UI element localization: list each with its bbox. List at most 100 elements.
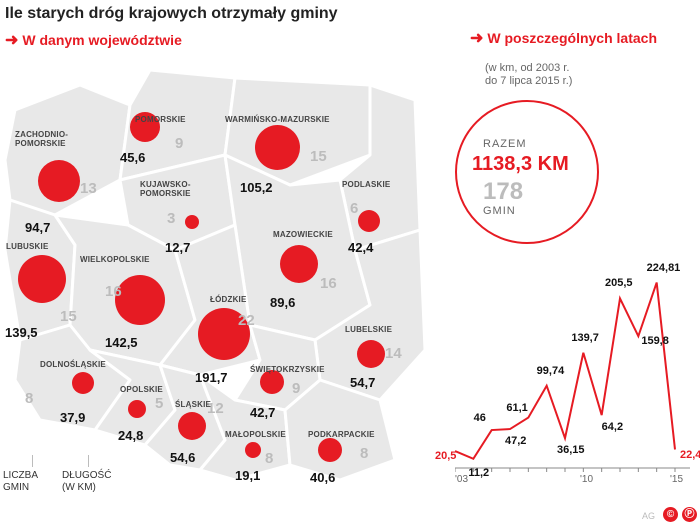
region-name: LUBUSKIE <box>6 242 49 251</box>
line-chart: '03'10'1520,511,24647,261,199,7436,15139… <box>455 270 690 490</box>
region-bubble <box>72 372 94 394</box>
region-name: MAZOWIECKIE <box>273 230 333 239</box>
region-km-value: 89,6 <box>270 295 295 310</box>
region-gmin-count: 5 <box>155 395 163 412</box>
region-bubble <box>178 412 206 440</box>
region-name: WARMIŃSKO-MAZURSKIE <box>225 115 330 124</box>
region-km-value: 45,6 <box>120 150 145 165</box>
region-name: PODKARPACKIE <box>308 430 375 439</box>
total-label: RAZEM <box>483 138 527 150</box>
legend-tick-km <box>88 455 89 467</box>
region-km-value: 19,1 <box>235 468 260 483</box>
region-bubble <box>18 255 66 303</box>
total-gmin: 178 <box>483 178 523 206</box>
region-km-value: 54,7 <box>350 375 375 390</box>
x-axis-year: '15 <box>670 474 683 485</box>
region-gmin-count: 22 <box>238 312 255 329</box>
x-axis-year: '03 <box>455 474 468 485</box>
line-chart-labels: '03'10'1520,511,24647,261,199,7436,15139… <box>455 270 690 490</box>
region-bubble <box>128 400 146 418</box>
line-point-label: 99,74 <box>537 365 565 377</box>
region-bubble <box>357 340 385 368</box>
region-name: OPOLSKIE <box>120 385 163 394</box>
line-point-label: 159,8 <box>641 335 669 347</box>
region-bubble <box>255 125 300 170</box>
paren-line1: (w km, od 2003 r. <box>485 62 569 74</box>
line-point-label: 11,2 <box>468 467 489 479</box>
region-gmin-count: 16 <box>320 275 337 292</box>
region-name: DOLNOŚLĄSKIE <box>40 360 106 369</box>
poland-map: ZACHODNIO-POMORSKIE 13 94,7 POMORSKIE 9 45,6 W… <box>0 50 440 480</box>
region-name: ŚLĄSKIE <box>175 400 211 409</box>
region-gmin-count: 9 <box>175 135 183 152</box>
region-bubble <box>318 438 342 462</box>
map-overlay: ZACHODNIO-POMORSKIE 13 94,7 POMORSKIE 9 45,6 W… <box>0 50 440 480</box>
paren-line2: do 7 lipca 2015 r.) <box>485 75 572 87</box>
region-gmin-count: 14 <box>385 345 402 362</box>
line-point-label: 46 <box>474 412 486 424</box>
region-bubble <box>358 210 380 232</box>
region-gmin-count: 9 <box>292 380 300 397</box>
region-gmin-count: 6 <box>350 200 358 217</box>
region-km-value: 54,6 <box>170 450 195 465</box>
subtitle-left-text: W danym województwie <box>22 32 181 48</box>
region-name: PODLASKIE <box>342 180 390 189</box>
copyright-c-icon: © <box>663 507 678 522</box>
x-axis-year: '10 <box>580 474 593 485</box>
region-name: MAŁOPOLSKIE <box>225 430 286 439</box>
copyright-p-icon: Ⓟ <box>682 507 697 522</box>
region-gmin-count: 12 <box>207 400 224 417</box>
region-name: WIELKOPOLSKIE <box>80 255 150 264</box>
region-name: LUBELSKIE <box>345 325 392 334</box>
subtitle-right-paren: (w km, od 2003 r. do 7 lipca 2015 r.) <box>485 62 572 88</box>
subtitle-right-text: W poszczególnych latach <box>487 30 657 46</box>
region-km-value: 105,2 <box>240 180 273 195</box>
region-km-value: 24,8 <box>118 428 143 443</box>
region-name: POMORSKIE <box>135 115 186 124</box>
arrow-icon: ➜ <box>470 31 483 47</box>
region-gmin-count: 15 <box>60 308 77 325</box>
region-km-value: 37,9 <box>60 410 85 425</box>
region-bubble <box>185 215 199 229</box>
region-name: ŁÓDZKIE <box>210 295 247 304</box>
region-name: ZACHODNIO-POMORSKIE <box>15 130 68 148</box>
line-point-label: 36,15 <box>557 444 585 456</box>
region-bubble <box>38 160 80 202</box>
region-name: ŚWIĘTOKRZYSKIE <box>250 365 325 374</box>
region-gmin-count: 13 <box>80 180 97 197</box>
region-bubble <box>280 245 318 283</box>
region-km-value: 42,4 <box>348 240 373 255</box>
line-point-label: 64,2 <box>602 421 623 433</box>
region-km-value: 139,5 <box>5 325 38 340</box>
legend-tick-gmin <box>32 455 33 467</box>
credit: AG <box>642 511 655 521</box>
region-gmin-count: 3 <box>167 210 175 227</box>
region-km-value: 94,7 <box>25 220 50 235</box>
total-km: 1138,3 KM <box>472 153 569 176</box>
legend-km-label: DŁUGOŚĆ(W KM) <box>62 470 111 494</box>
line-point-label: 20,5 <box>435 450 456 462</box>
region-bubble <box>245 442 261 458</box>
arrow-icon: ➜ <box>5 30 18 50</box>
line-point-label: 22,4 <box>680 449 700 461</box>
subtitle-right: ➜W poszczególnych latach <box>470 30 657 47</box>
region-gmin-count: 15 <box>310 148 327 165</box>
line-point-label: 224,81 <box>647 262 681 274</box>
region-bubble <box>115 275 165 325</box>
legend-gmin-label: LICZBAGMIN <box>3 470 38 494</box>
subtitle-left: ➜W danym województwie <box>5 30 182 50</box>
region-name: KUJAWSKO-POMORSKIE <box>140 180 191 198</box>
infographic-canvas: { "title": { "text": "Ile starych dróg k… <box>0 0 700 524</box>
region-km-value: 42,7 <box>250 405 275 420</box>
region-gmin-count: 8 <box>265 450 273 467</box>
line-point-label: 139,7 <box>571 332 599 344</box>
line-point-label: 47,2 <box>505 435 526 447</box>
region-gmin-count: 8 <box>25 390 33 407</box>
region-km-value: 142,5 <box>105 335 138 350</box>
chart-title: Ile starych dróg krajowych otrzymały gmi… <box>5 5 338 23</box>
line-point-label: 205,5 <box>605 277 633 289</box>
region-km-value: 12,7 <box>165 240 190 255</box>
region-gmin-count: 16 <box>105 283 122 300</box>
region-km-value: 40,6 <box>310 470 335 485</box>
region-gmin-count: 8 <box>360 445 368 462</box>
